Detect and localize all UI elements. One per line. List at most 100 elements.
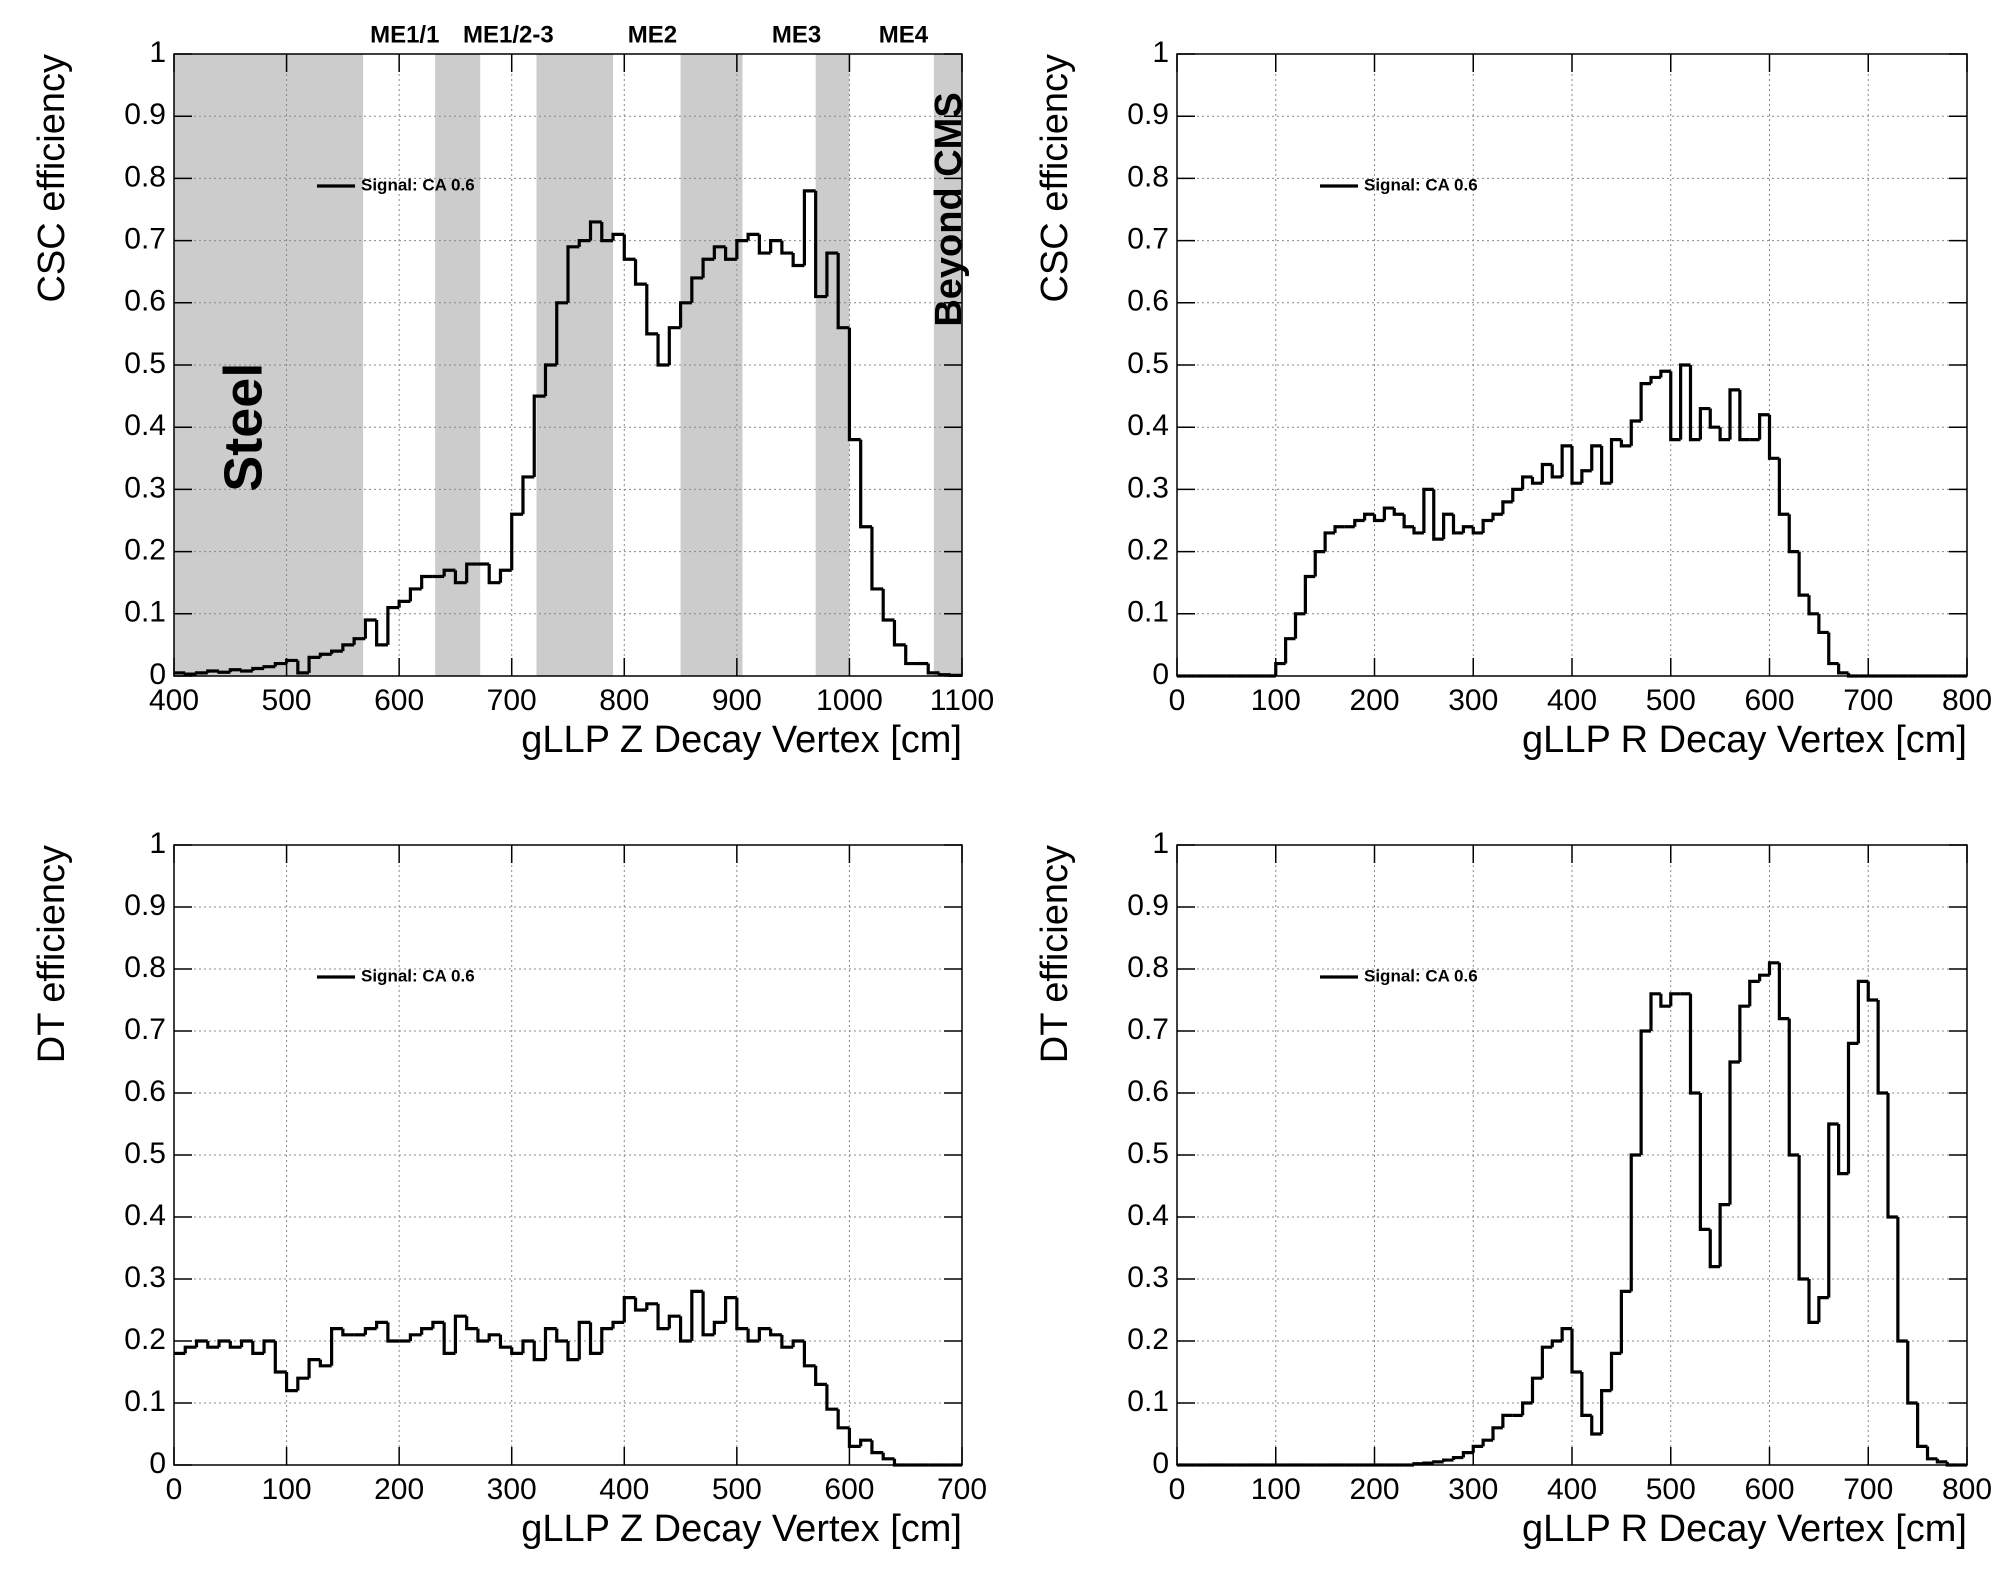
histogram-bin [1609, 1351, 1622, 1391]
histogram-bin [825, 1384, 839, 1411]
histogram-bin [1787, 1018, 1800, 1157]
histogram-bin [836, 1409, 850, 1430]
histogram-bin [1432, 1460, 1444, 1464]
x-tick-label: 200 [1349, 684, 1399, 717]
histogram-bin [1363, 512, 1375, 521]
histogram-bin [859, 439, 872, 529]
histogram-bin [183, 672, 197, 676]
x-tick-label: 0 [166, 1473, 183, 1506]
histogram-bin [284, 1372, 298, 1393]
histogram-bin [498, 1334, 512, 1349]
histogram-bin [228, 1341, 242, 1349]
y-tick-label: 0.1 [124, 1385, 166, 1418]
histogram-bin [904, 644, 917, 666]
histogram-bin [262, 1339, 276, 1354]
x-tick-label: 600 [374, 684, 424, 717]
histogram-bin [1481, 1438, 1493, 1447]
histogram-bin [622, 234, 636, 261]
y-axis-title: CSC efficiency [31, 54, 73, 303]
histogram-bin [386, 1322, 400, 1343]
histogram-bin [1688, 993, 1701, 1095]
histogram-bin [892, 620, 906, 647]
histogram-bin [1442, 512, 1454, 540]
histogram-bin [735, 1297, 749, 1331]
histogram-bin [1708, 1229, 1721, 1269]
histogram-bin [622, 1296, 636, 1323]
histogram-bin [251, 1341, 265, 1355]
histogram-bin [1600, 445, 1612, 485]
histogram-bin [1323, 531, 1335, 552]
histogram-bin [1451, 514, 1464, 535]
histogram-bin [476, 1328, 490, 1343]
histogram-bin [611, 232, 625, 241]
histogram-bin [1866, 981, 1879, 1002]
histogram-bin [1590, 444, 1602, 471]
y-tick-label: 0.2 [124, 1323, 166, 1356]
histogram-bin [1521, 475, 1533, 490]
histogram-bin [1303, 574, 1316, 614]
histogram-bin [1392, 508, 1405, 516]
y-tick-label: 0.7 [124, 223, 166, 256]
histogram-bin [633, 259, 647, 286]
histogram-bin [1679, 363, 1691, 440]
histogram-bin [194, 1339, 208, 1348]
histogram-bin [1491, 512, 1503, 521]
histogram-bin [206, 669, 220, 673]
x-tick-label: 0 [1169, 684, 1186, 717]
x-tick-label: 300 [1448, 684, 1498, 717]
histogram-bin [318, 1359, 332, 1368]
histogram-bin [1807, 1279, 1819, 1324]
histogram-bin [1738, 1004, 1750, 1062]
histogram-bin [521, 1339, 535, 1354]
histogram-bin [532, 394, 546, 477]
y-tick-label: 0.4 [124, 1199, 166, 1232]
x-tick-label: 400 [1547, 684, 1597, 717]
histogram-bin [341, 1328, 355, 1337]
histogram-bin [1856, 979, 1869, 1044]
histogram-bin [1570, 445, 1582, 485]
plot-frame [173, 844, 963, 1466]
x-tick-label: 800 [1942, 684, 1992, 717]
histogram-bin [555, 1328, 568, 1343]
histogram-bin [1422, 1461, 1434, 1465]
histogram-bin [1669, 371, 1681, 442]
histogram-bin [1817, 613, 1829, 635]
histogram-bin [1422, 487, 1434, 533]
histogram-bin [239, 1339, 253, 1348]
histogram-bin [667, 1314, 681, 1329]
histogram-bin [397, 599, 411, 608]
histogram-bin [656, 333, 670, 367]
x-tick-label: 700 [1843, 1473, 1893, 1506]
x-tick-label: 100 [1251, 684, 1301, 717]
histogram-bin [566, 1341, 580, 1362]
histogram-bin [1432, 489, 1444, 541]
histogram-bin [408, 1333, 422, 1341]
histogram-bin [1530, 476, 1543, 485]
histogram-bin [1758, 973, 1770, 982]
histogram-bin [814, 190, 827, 299]
histogram-bin [1540, 1345, 1553, 1379]
histogram-bin [600, 221, 614, 243]
histogram-bin [453, 1314, 467, 1354]
histogram-bin [555, 301, 568, 365]
histogram-bin [1629, 1153, 1642, 1292]
histogram-bin [588, 1322, 602, 1355]
histogram-bin [1471, 526, 1484, 535]
histogram-bin [566, 245, 580, 303]
histogram-bin [1767, 961, 1780, 976]
histogram-bin [307, 655, 321, 673]
histogram-bin [1837, 663, 1849, 675]
histogram-bin [926, 663, 940, 675]
x-axis-title: gLLP R Decay Vertex [cm] [1522, 1508, 1967, 1550]
histogram-bin [1817, 1296, 1829, 1323]
y-tick-label: 0.8 [124, 160, 166, 193]
histogram-bin [330, 649, 343, 655]
histogram-bin [1570, 1328, 1582, 1374]
histogram-bin [420, 1327, 433, 1335]
x-tick-label: 300 [1448, 1473, 1498, 1506]
histogram-bin [1619, 1289, 1632, 1354]
histogram-bin [543, 363, 557, 397]
y-tick-label: 0.4 [124, 409, 166, 442]
histogram-bin [600, 1327, 614, 1354]
